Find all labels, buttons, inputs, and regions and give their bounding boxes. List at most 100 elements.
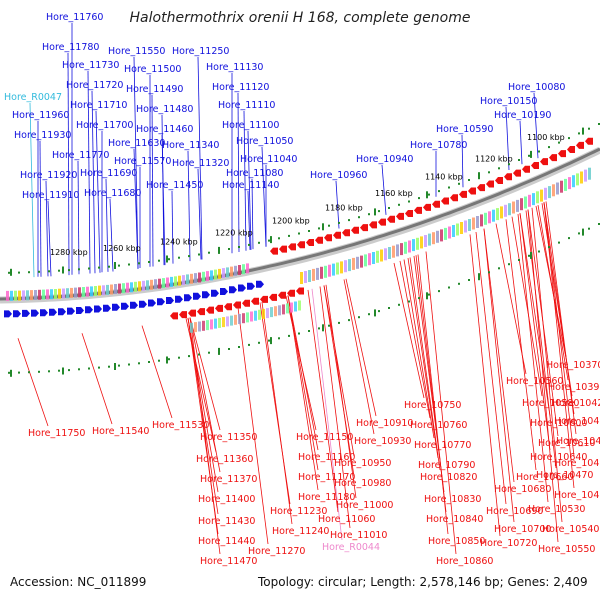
top-gene-label: Hore_11500: [124, 64, 181, 75]
label-leader-line: [475, 231, 507, 505]
feature-bar: [98, 285, 101, 296]
ruler-tick: [128, 363, 130, 366]
feature-bar: [262, 308, 265, 319]
bottom-gene-label: Hore_11360: [196, 454, 253, 465]
ruler-major-tick: [322, 324, 324, 332]
ruler-tick: [528, 154, 530, 157]
label-leader-line: [133, 56, 139, 269]
feature-bar: [328, 264, 331, 277]
feature-bar: [500, 206, 503, 219]
feature-bar: [18, 290, 21, 301]
forward-gene: [175, 295, 183, 303]
ruler-tick: [158, 259, 160, 262]
ruler-tick: [548, 146, 550, 149]
feature-bar: [226, 267, 229, 278]
ruler-tick: [578, 232, 580, 235]
reverse-gene: [242, 299, 250, 307]
feature-bar: [344, 260, 347, 273]
label-leader-line: [81, 333, 113, 425]
feature-bar: [512, 201, 515, 214]
feature-bar: [298, 300, 301, 311]
feature-bar: [138, 281, 141, 292]
bottom-gene-label: Hore_10950: [334, 458, 391, 469]
label-leader-line: [343, 279, 375, 435]
label-leader-line: [91, 90, 96, 274]
ruler-tick: [298, 232, 300, 235]
bottom-gene-label: Hore_11270: [248, 546, 305, 557]
feature-bar: [130, 282, 133, 293]
reverse-gene: [315, 236, 323, 244]
scale-label: 1180 kbp: [325, 204, 363, 213]
top-gene-label: Hore_11250: [172, 46, 229, 57]
reverse-gene: [369, 221, 377, 229]
label-leader-line: [77, 160, 80, 275]
feature-bar: [496, 208, 499, 221]
feature-bar: [536, 191, 539, 204]
top-gene-label: Hore_11340: [162, 140, 219, 151]
feature-bar: [174, 276, 177, 287]
ruler-tick: [368, 313, 370, 316]
scale-label: 1140 kbp: [425, 173, 463, 182]
ruler-major-tick: [582, 127, 584, 135]
reverse-gene: [360, 224, 368, 232]
ruler-major-tick: [62, 266, 64, 274]
top-gene-label: Hore_11130: [206, 62, 263, 73]
ruler-tick: [188, 355, 190, 358]
ruler-tick: [428, 293, 430, 296]
forward-gene: [202, 291, 210, 299]
reverse-gene: [387, 215, 395, 223]
feature-bar: [452, 225, 455, 237]
ruler-tick: [48, 370, 50, 373]
forward-gene: [211, 289, 219, 297]
feature-bar: [388, 247, 391, 259]
ruler-major-tick: [426, 191, 428, 199]
feature-bar: [258, 309, 261, 320]
top-gene-label: Hore_11100: [222, 120, 279, 131]
forward-gene: [121, 302, 129, 310]
bottom-gene-label: Hore_11530: [152, 420, 209, 431]
top-gene-label: Hore_11570: [114, 156, 171, 167]
forward-gene: [220, 288, 228, 295]
feature-bar: [588, 167, 591, 180]
ruler-tick: [418, 197, 420, 200]
feature-bar: [324, 265, 327, 278]
bottom-gene-label: Hore_10470: [536, 470, 593, 481]
reverse-gene: [269, 293, 277, 301]
ruler-tick: [58, 369, 60, 372]
label-leader-line: [109, 198, 114, 272]
ruler-tick: [538, 150, 540, 153]
accession-text: Accession: NC_011899: [10, 575, 147, 589]
feature-bar: [270, 307, 273, 318]
top-gene-label: Hore_11910: [22, 190, 79, 201]
ruler-tick: [38, 270, 40, 273]
bottom-gene-label: Hore_11430: [198, 516, 255, 527]
bottom-gene-label: Hore_10420: [552, 398, 600, 409]
top-gene-label: Hore_10150: [480, 96, 537, 107]
bottom-gene-label: Hore_10550: [538, 544, 595, 555]
feature-bar: [404, 241, 407, 254]
feature-bar: [548, 186, 551, 199]
ruler-tick: [108, 365, 110, 368]
label-leader-line: [67, 52, 70, 276]
reverse-gene: [206, 306, 214, 314]
label-leader-line: [345, 278, 377, 417]
bottom-gene-label: Hore_10430: [554, 416, 600, 427]
ruler-tick: [128, 263, 130, 266]
ruler-major-tick: [62, 367, 64, 375]
ruler-tick: [388, 307, 390, 309]
bottom-gene-label: Hore_10560: [506, 376, 563, 387]
ruler-major-tick: [374, 309, 376, 317]
bottom-gene-label: Hore_10850: [428, 536, 485, 547]
bottom-gene-label: Hore_10840: [426, 514, 483, 525]
feature-bar: [202, 320, 205, 331]
feature-bar: [194, 322, 197, 333]
ruler-tick: [598, 223, 600, 225]
bottom-gene-label: Hore_10610: [538, 438, 595, 449]
label-leader-line: [519, 213, 551, 451]
ruler-tick: [78, 368, 80, 371]
feature-bar: [376, 250, 379, 263]
ruler-tick: [378, 210, 380, 213]
top-gene-label: Hore_10940: [356, 154, 413, 165]
feature-bar: [352, 257, 355, 270]
top-gene-label: Hore_11040: [240, 154, 297, 165]
